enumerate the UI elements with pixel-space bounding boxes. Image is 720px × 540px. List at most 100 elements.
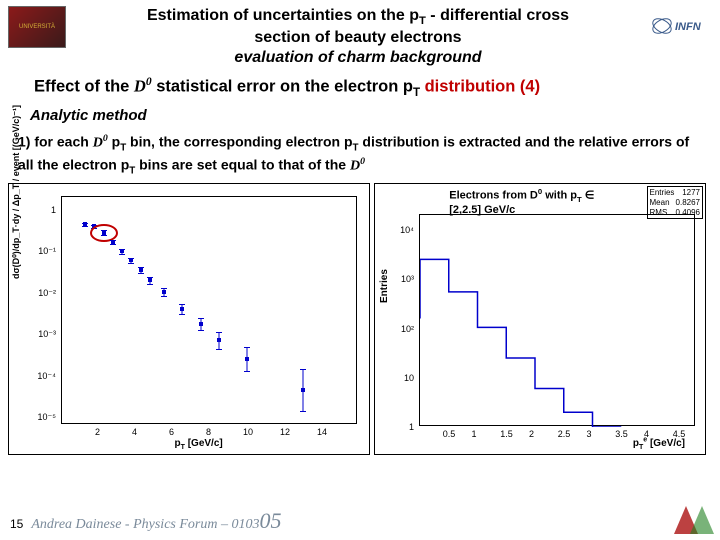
error-cap bbox=[161, 296, 167, 297]
title-line-2: section of beauty electrons bbox=[70, 28, 646, 48]
subtitle-sub: T bbox=[413, 87, 420, 99]
chart-left-ylabel: dσ(D⁰)/dp_T·dy / Δp_T / event [(GeV/c)⁻¹… bbox=[11, 105, 22, 279]
xtick: 3 bbox=[587, 429, 592, 439]
page-number: 15 bbox=[10, 517, 23, 531]
infn-logo: INFN bbox=[650, 14, 712, 38]
footer-text: Andrea Dainese - Physics Forum – 010305 bbox=[31, 508, 281, 534]
xtick: 0.5 bbox=[443, 429, 456, 439]
xtick: 12 bbox=[280, 427, 290, 437]
title-block: Estimation of uncertainties on the pT - … bbox=[66, 6, 650, 68]
ytick: 10⁻³ bbox=[38, 329, 56, 340]
error-cap bbox=[179, 304, 185, 305]
data-point bbox=[129, 258, 133, 262]
chart-left: dσ(D⁰)/dp_T·dy / Δp_T / event [(GeV/c)⁻¹… bbox=[8, 183, 370, 455]
crt-a: Electrons from D bbox=[449, 190, 538, 202]
stats-mean: Mean 0.8267 bbox=[650, 198, 700, 208]
xtick: 4.5 bbox=[673, 429, 686, 439]
ytick: 10⁴ bbox=[400, 225, 414, 235]
charts-row: dσ(D⁰)/dp_T·dy / Δp_T / event [(GeV/c)⁻¹… bbox=[0, 177, 720, 455]
error-cap bbox=[110, 244, 116, 245]
item-d0-2-sup: 0 bbox=[360, 156, 365, 167]
item-b: bin, the corresponding electron p bbox=[126, 134, 352, 150]
xtick: 4 bbox=[132, 427, 137, 437]
data-point bbox=[111, 240, 115, 244]
highlight-circle bbox=[90, 224, 118, 242]
item-d0: D bbox=[93, 136, 103, 151]
footer-a: Andrea Dainese - Physics Forum – 0103 bbox=[31, 517, 259, 532]
footer-big: 05 bbox=[259, 508, 281, 533]
ytick: 10⁻⁴ bbox=[37, 371, 56, 382]
title-1-sub: T bbox=[419, 15, 426, 27]
chart-right-plot: 0.511.522.533.544.511010²10³10⁴ bbox=[419, 214, 695, 426]
chart-right-title: Electrons from D0 with pT ∈ [2,2.5] GeV/… bbox=[449, 187, 614, 216]
chart-right-ylabel: Entries bbox=[379, 269, 390, 303]
item-1: 1) for each D0 pT bin, the corresponding… bbox=[0, 128, 720, 177]
error-cap bbox=[216, 349, 222, 350]
error-cap bbox=[147, 284, 153, 285]
ytick: 10³ bbox=[401, 274, 414, 284]
subtitle-prefix: Effect of the bbox=[34, 78, 134, 96]
infn-text: INFN bbox=[675, 21, 702, 33]
method-heading: Analytic method bbox=[0, 103, 720, 128]
subtitle-d0: D bbox=[134, 77, 146, 96]
error-cap bbox=[198, 318, 204, 319]
data-point bbox=[217, 338, 221, 342]
subtitle-mid: statistical error on the electron p bbox=[152, 78, 413, 96]
item-d: bins are set equal to that of the bbox=[135, 156, 350, 172]
error-cap bbox=[244, 347, 250, 348]
error-cap bbox=[138, 273, 144, 274]
ytick: 10⁻¹ bbox=[38, 246, 56, 257]
error-cap bbox=[300, 411, 306, 412]
xtick: 1.5 bbox=[500, 429, 513, 439]
ytick: 1 bbox=[51, 205, 56, 215]
error-cap bbox=[216, 332, 222, 333]
title-line-1: Estimation of uncertainties on the pT - … bbox=[70, 6, 646, 28]
data-point bbox=[199, 322, 203, 326]
error-cap bbox=[119, 254, 125, 255]
data-point bbox=[148, 278, 152, 282]
university-logo: UNIVERSITÀ bbox=[8, 6, 66, 48]
ytick: 1 bbox=[409, 422, 414, 432]
chart-right: Electrons from D0 with pT ∈ [2,2.5] GeV/… bbox=[374, 183, 706, 455]
title-line-3: evaluation of charm background bbox=[70, 48, 646, 68]
xtick: 6 bbox=[169, 427, 174, 437]
ytick: 10⁻² bbox=[38, 288, 56, 299]
xtick: 8 bbox=[206, 427, 211, 437]
chart-left-plot: 2468101214110⁻¹10⁻²10⁻³10⁻⁴10⁻⁵ bbox=[61, 196, 357, 424]
data-point bbox=[83, 222, 87, 226]
data-point bbox=[162, 290, 166, 294]
header: UNIVERSITÀ Estimation of uncertainties o… bbox=[0, 0, 720, 68]
stats-mean-label: Mean bbox=[650, 198, 670, 208]
stats-entries-val: 1277 bbox=[682, 188, 700, 198]
xtick: 4 bbox=[644, 429, 649, 439]
xtick: 2.5 bbox=[558, 429, 571, 439]
xtick: 14 bbox=[317, 427, 327, 437]
xtick: 10 bbox=[243, 427, 253, 437]
subtitle: Effect of the D0 statistical error on th… bbox=[0, 68, 720, 103]
error-cap bbox=[244, 371, 250, 372]
error-cap bbox=[179, 314, 185, 315]
alice-logo bbox=[672, 500, 716, 536]
error-cap bbox=[300, 369, 306, 370]
subtitle-suffix: distribution (4) bbox=[420, 78, 540, 96]
item-lead: 1) for each bbox=[18, 134, 93, 150]
xtick: 2 bbox=[95, 427, 100, 437]
error-cap bbox=[198, 330, 204, 331]
crt-b: with p bbox=[542, 190, 577, 202]
histogram bbox=[420, 215, 696, 427]
ytick: 10² bbox=[401, 324, 414, 334]
title-1a: Estimation of uncertainties on the p bbox=[147, 7, 419, 24]
ytick: 10⁻⁵ bbox=[38, 412, 57, 423]
title-1b: - differential cross bbox=[426, 7, 569, 24]
stats-entries-label: Entries bbox=[650, 188, 675, 198]
data-point bbox=[180, 307, 184, 311]
item-d0-2: D bbox=[350, 158, 360, 173]
error-cap bbox=[128, 263, 134, 264]
xtick: 1 bbox=[472, 429, 477, 439]
stats-mean-val: 0.8267 bbox=[676, 198, 700, 208]
item-a: p bbox=[108, 134, 120, 150]
data-point bbox=[245, 357, 249, 361]
xtick: 2 bbox=[529, 429, 534, 439]
ytick: 10 bbox=[404, 373, 414, 383]
xtick: 3.5 bbox=[615, 429, 628, 439]
